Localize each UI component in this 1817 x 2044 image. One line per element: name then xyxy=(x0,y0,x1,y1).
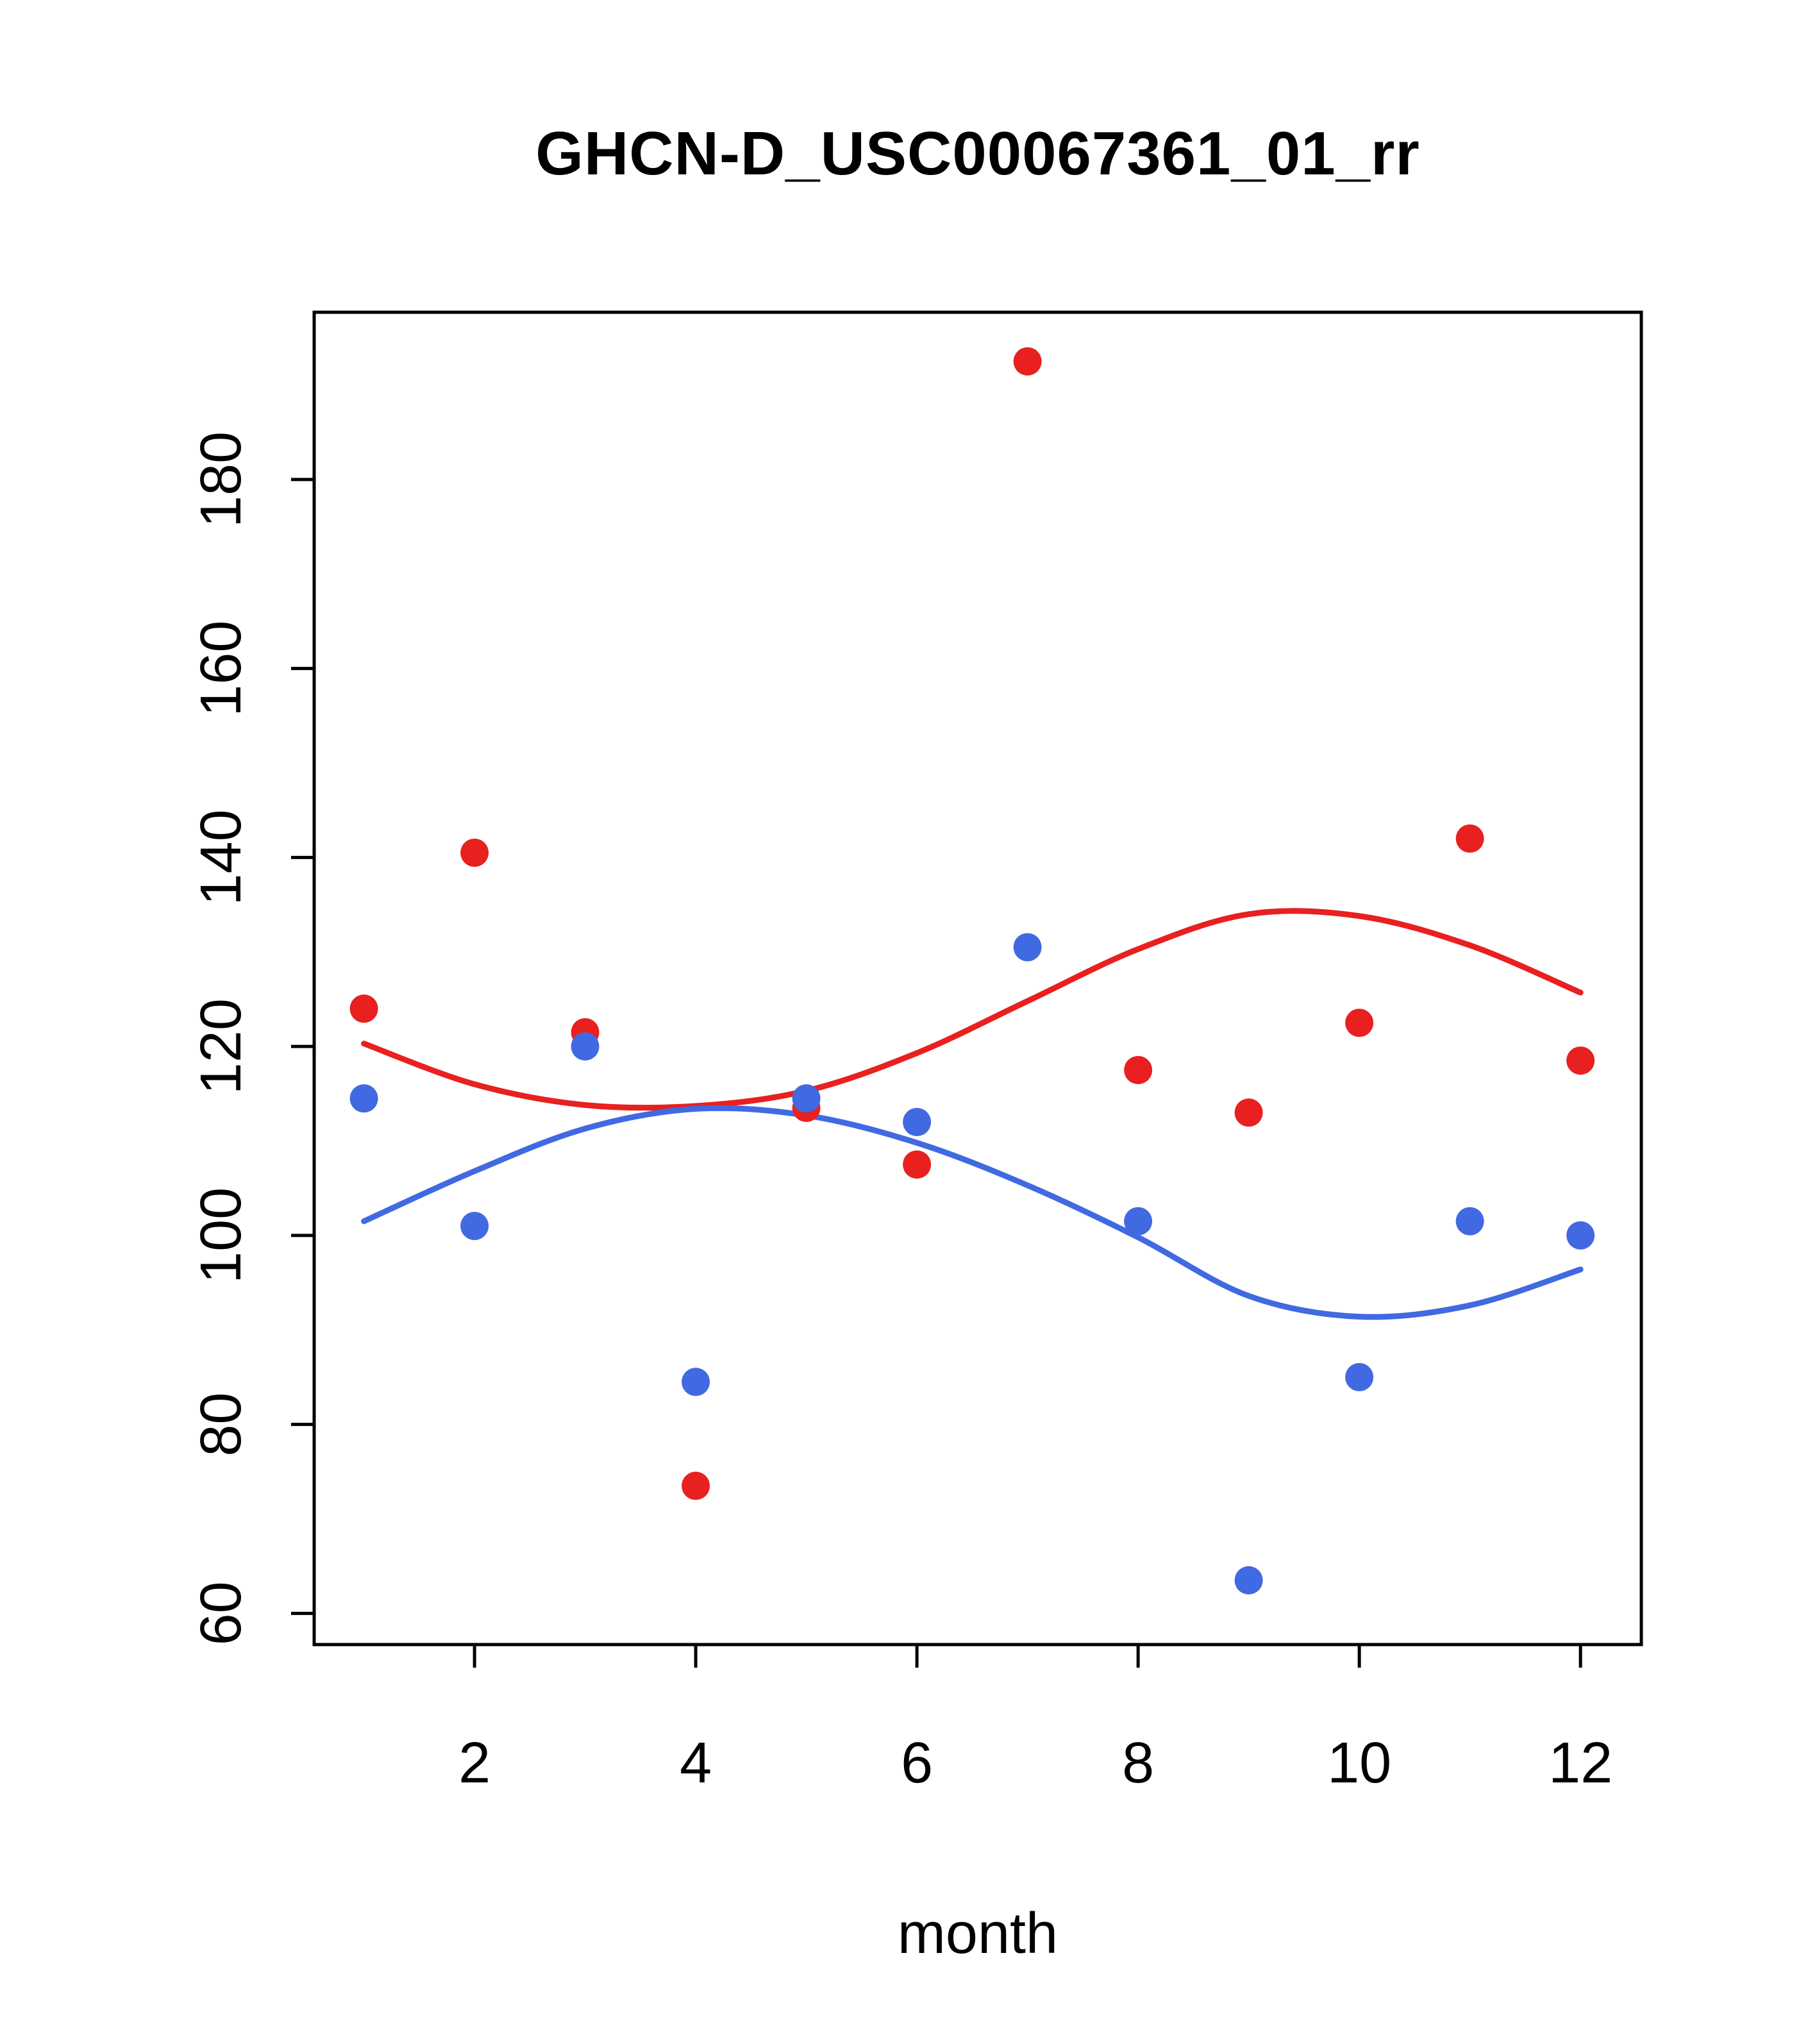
data-point-blue xyxy=(682,1368,710,1396)
data-point-blue xyxy=(1124,1207,1153,1236)
data-point-blue xyxy=(1013,933,1042,962)
y-tick-label: 180 xyxy=(189,431,253,528)
data-point-blue xyxy=(1455,1207,1484,1236)
smooth-line-blue xyxy=(361,1105,1584,1320)
y-tick-label: 120 xyxy=(189,998,253,1094)
data-point-red xyxy=(1345,1009,1374,1037)
x-tick-label: 2 xyxy=(458,1731,490,1795)
plot-border xyxy=(312,310,1643,1646)
x-tick-label: 8 xyxy=(1122,1731,1154,1795)
data-point-blue xyxy=(1234,1566,1263,1595)
x-tick-label: 10 xyxy=(1327,1731,1391,1795)
data-point-blue xyxy=(1566,1221,1595,1250)
y-tick-label: 100 xyxy=(189,1187,253,1284)
data-point-blue xyxy=(1345,1362,1374,1391)
data-point-red xyxy=(1455,824,1484,853)
y-tick-label: 160 xyxy=(189,621,253,717)
data-point-red xyxy=(1124,1055,1153,1084)
data-point-blue xyxy=(460,1212,489,1241)
x-tick-label: 6 xyxy=(901,1731,933,1795)
data-point-red xyxy=(1566,1046,1595,1075)
data-point-blue xyxy=(349,1084,378,1113)
data-point-red xyxy=(349,994,378,1023)
data-point-red xyxy=(1013,347,1042,376)
y-tick-label: 60 xyxy=(189,1581,253,1645)
data-point-red xyxy=(682,1471,710,1500)
data-point-red xyxy=(460,838,489,867)
data-point-blue xyxy=(903,1108,932,1137)
chart-title: GHCN-D_USC00067361_01_rr xyxy=(535,119,1420,188)
data-point-red xyxy=(1234,1098,1263,1127)
y-tick-label: 80 xyxy=(189,1393,253,1457)
data-point-blue xyxy=(571,1032,599,1061)
x-tick-label: 12 xyxy=(1548,1731,1612,1795)
x-axis-label: month xyxy=(897,1902,1059,1966)
x-tick-label: 4 xyxy=(680,1731,712,1795)
data-point-red xyxy=(903,1150,932,1179)
data-point-blue xyxy=(792,1084,821,1113)
smooth-line-red xyxy=(361,908,1584,1111)
y-tick-label: 140 xyxy=(189,809,253,905)
